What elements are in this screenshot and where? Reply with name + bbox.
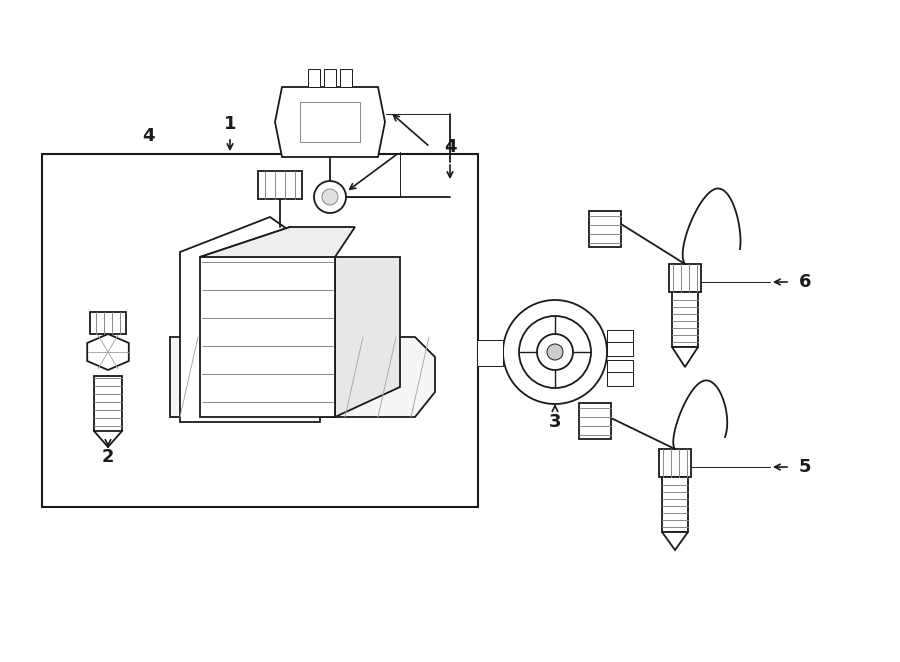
Circle shape: [503, 300, 607, 404]
Text: 5: 5: [799, 458, 811, 476]
Text: 6: 6: [799, 273, 811, 291]
Text: 2: 2: [102, 448, 114, 466]
Polygon shape: [200, 227, 355, 257]
Circle shape: [314, 181, 346, 213]
Polygon shape: [180, 217, 320, 422]
Text: 4: 4: [444, 138, 456, 156]
Bar: [300, 102, 360, 142]
Bar: [324, 69, 336, 87]
Polygon shape: [672, 347, 698, 367]
Circle shape: [537, 334, 573, 370]
Polygon shape: [662, 532, 688, 550]
Bar: [607, 330, 633, 356]
Polygon shape: [200, 227, 335, 417]
Circle shape: [322, 189, 338, 205]
Polygon shape: [170, 337, 435, 417]
Circle shape: [547, 344, 563, 360]
Bar: [477, 340, 503, 366]
Text: 3: 3: [549, 413, 562, 431]
Bar: [672, 292, 698, 347]
Bar: [669, 264, 701, 292]
Polygon shape: [42, 154, 478, 507]
Text: 1: 1: [224, 115, 237, 133]
Bar: [579, 403, 611, 439]
Text: 4: 4: [142, 127, 154, 145]
Bar: [340, 69, 352, 87]
Bar: [659, 449, 691, 477]
Bar: [589, 211, 621, 247]
Polygon shape: [87, 334, 129, 370]
Polygon shape: [275, 87, 385, 157]
Bar: [607, 360, 633, 386]
Circle shape: [519, 316, 591, 388]
Bar: [90, 312, 126, 334]
Polygon shape: [335, 257, 400, 417]
Bar: [308, 69, 320, 87]
Bar: [94, 376, 122, 431]
Bar: [662, 477, 688, 532]
Bar: [258, 171, 302, 199]
